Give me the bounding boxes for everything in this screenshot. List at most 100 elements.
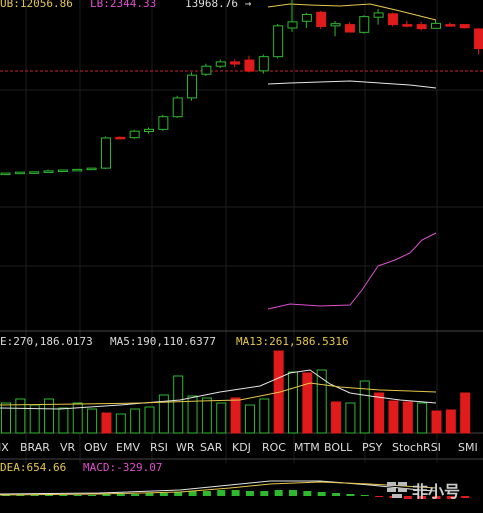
candle-body (144, 128, 154, 132)
volume-bar (1, 402, 11, 434)
volume-bar (402, 401, 413, 434)
volume-bar (230, 397, 241, 434)
volume-bar (130, 408, 141, 434)
high-price-marker: 13968.76 → (185, 0, 252, 10)
volume-bar (288, 371, 298, 434)
volume-bar (302, 372, 313, 434)
macd-bar (446, 496, 455, 499)
volume-ma13-label: MA13:261,586.5316 (236, 335, 349, 348)
volume-bar (29, 404, 40, 434)
macd-bar (88, 495, 97, 496)
tab-roc[interactable]: ROC (262, 441, 286, 454)
dea-label: DEA:654.66 (0, 461, 67, 474)
macd-bar (260, 491, 269, 496)
macd-bar (45, 495, 54, 496)
watermark: 非小号 (386, 478, 460, 502)
candle-body (244, 59, 255, 72)
macd-bar (274, 490, 283, 496)
candle-body (287, 21, 298, 29)
candle-body (215, 61, 226, 67)
tab-stochrsi[interactable]: StochRSI (392, 441, 441, 454)
tab-vr[interactable]: VR (60, 441, 76, 454)
macd-label: MACD:-329.07 (83, 461, 163, 474)
macd-bar (360, 495, 369, 496)
volume-bar (15, 398, 26, 434)
tab-obv[interactable]: OBV (84, 441, 108, 454)
volume-bar (72, 402, 83, 434)
volume-bar (87, 408, 98, 434)
tab-kdj[interactable]: KDJ (232, 441, 251, 454)
volume-bar (144, 406, 155, 434)
volume-ma5-label: MA5:190,110.6377 (110, 335, 216, 348)
candle-body (115, 136, 126, 140)
volume-bar (158, 394, 169, 434)
volume-bar (445, 409, 456, 434)
macd-bar (245, 491, 254, 496)
macd-bar (332, 493, 341, 496)
candle-body (445, 24, 456, 27)
candle-body (431, 22, 441, 29)
tab-mtm[interactable]: MTM (294, 441, 320, 454)
tab-psy[interactable]: PSY (362, 441, 383, 454)
rsi-line (267, 232, 437, 310)
volume-bar (187, 395, 198, 434)
volume-bar (374, 392, 385, 434)
volume-bar (201, 397, 212, 434)
tab-emv[interactable]: EMV (116, 441, 140, 454)
candle-body (359, 16, 370, 33)
candle-body (72, 168, 83, 172)
volume-bar (388, 400, 399, 434)
volume-bar (331, 401, 342, 434)
tab-boll[interactable]: BOLL (324, 441, 353, 454)
tab-smi[interactable]: SMI (458, 441, 478, 454)
volume-bar (115, 413, 126, 434)
candle-body (344, 24, 355, 33)
candle-body (29, 171, 40, 174)
macd-bar (73, 495, 82, 496)
tab-rsi[interactable]: RSI (150, 441, 168, 454)
candle-body (57, 169, 68, 172)
candle-body (459, 24, 470, 29)
candle-body (187, 74, 198, 99)
volume-bar (460, 392, 471, 434)
volume-ma13-line (0, 382, 437, 406)
boll-lower-line (267, 80, 437, 89)
tab-sar[interactable]: SAR (200, 441, 223, 454)
candle-body (316, 11, 327, 27)
feixiaohao-logo-icon (387, 482, 407, 498)
macd-bar (317, 492, 326, 496)
macd-bar (188, 491, 197, 496)
volume-bar (58, 407, 69, 434)
macd-bar (131, 494, 140, 496)
volume-bar (216, 402, 227, 434)
candle-body (172, 97, 183, 118)
macd-bar (432, 496, 441, 499)
candle-body (330, 23, 341, 27)
macd-bar (231, 490, 240, 496)
candle-body (230, 61, 241, 65)
candle-body (416, 24, 427, 30)
tab-ix[interactable]: IX (0, 441, 9, 454)
macd-bar (159, 493, 168, 496)
macd-bar (116, 494, 125, 496)
tab-brar[interactable]: BRAR (20, 441, 50, 454)
macd-bar (461, 496, 470, 498)
volume-bar (359, 380, 370, 434)
volume-bar (101, 412, 112, 434)
macd-bar (303, 491, 312, 496)
macd-bar (2, 495, 10, 496)
macd-bar (59, 495, 68, 496)
macd-bar (289, 490, 297, 496)
candle-body (129, 130, 140, 139)
candle-body (373, 12, 384, 18)
macd-bar (145, 493, 154, 496)
volume-label: E:270,186.0173 (0, 335, 93, 348)
boll-lower-label: LB:2344.33 (90, 0, 157, 10)
candle-body (258, 56, 269, 72)
candle-body (14, 171, 25, 175)
volume-bar (316, 369, 327, 434)
volume-bar (244, 404, 255, 434)
tab-wr[interactable]: WR (176, 441, 195, 454)
candle-body (0, 172, 11, 176)
